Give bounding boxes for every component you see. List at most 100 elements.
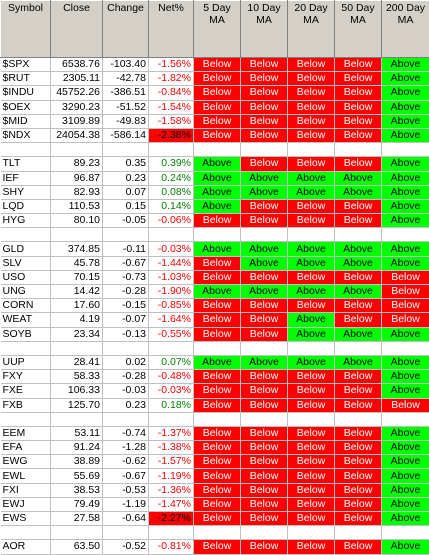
cell-symbol: USO (1, 270, 51, 284)
spacer-cell (382, 341, 429, 355)
cell-ma-200: Above (382, 100, 429, 114)
cell-ma-200: Above (382, 72, 429, 86)
cell-ma-50: Below (335, 483, 382, 497)
cell-ma-10: Below (241, 86, 288, 100)
spacer-cell (288, 412, 335, 426)
cell-ma-5: Below (194, 270, 241, 284)
spacer-cell (335, 143, 382, 157)
cell-ma-50: Below (335, 313, 382, 327)
spacer-cell (194, 341, 241, 355)
cell-ma-200: Above (382, 497, 429, 511)
cell-ma-200: Below (382, 313, 429, 327)
cell-ma-20: Below (288, 370, 335, 384)
cell-change: -0.05 (103, 214, 149, 228)
header-close[interactable]: Close (51, 1, 103, 58)
cell-close: 45752.26 (51, 86, 103, 100)
cell-ma-50: Above (335, 355, 382, 369)
cell-symbol: $NDX (1, 128, 51, 142)
cell-ma-20: Above (288, 185, 335, 199)
cell-ma-10: Below (241, 497, 288, 511)
cell-ma-50: Below (335, 455, 382, 469)
cell-ma-20: Above (288, 171, 335, 185)
cell-net-pct: 0.24% (149, 171, 194, 185)
cell-ma-50: Below (335, 469, 382, 483)
spacer-cell (149, 526, 194, 540)
cell-net-pct: 0.07% (149, 355, 194, 369)
spacer-cell (103, 526, 149, 540)
spacer-cell (194, 143, 241, 157)
cell-ma-10: Below (241, 426, 288, 440)
cell-symbol: $RUT (1, 72, 51, 86)
header-net-pct[interactable]: Net% (149, 1, 194, 58)
spacer-cell (194, 228, 241, 242)
cell-ma-5: Below (194, 128, 241, 142)
cell-change: -0.13 (103, 327, 149, 341)
cell-symbol: FXB (1, 398, 51, 412)
header-symbol[interactable]: Symbol (1, 1, 51, 58)
cell-ma-20: Below (288, 270, 335, 284)
cell-net-pct: -0.03% (149, 384, 194, 398)
spacer-cell (194, 526, 241, 540)
cell-ma-200: Above (382, 86, 429, 100)
spacer-cell (149, 228, 194, 242)
cell-ma-5: Above (194, 242, 241, 256)
cell-change: 0.23 (103, 171, 149, 185)
cell-ma-200: Above (382, 128, 429, 142)
cell-symbol: $INDU (1, 86, 51, 100)
cell-change: -1.19 (103, 497, 149, 511)
cell-net-pct: -1.03% (149, 270, 194, 284)
cell-ma-10: Below (241, 455, 288, 469)
cell-net-pct: -1.82% (149, 72, 194, 86)
header-change[interactable]: Change (103, 1, 149, 58)
cell-ma-50: Below (335, 128, 382, 142)
cell-ma-5: Below (194, 214, 241, 228)
cell-ma-200: Below (382, 285, 429, 299)
spacer-cell (335, 228, 382, 242)
cell-ma-200: Above (382, 214, 429, 228)
spacer-cell (149, 412, 194, 426)
cell-net-pct: -1.56% (149, 58, 194, 72)
cell-net-pct: 0.08% (149, 185, 194, 199)
cell-net-pct: -1.64% (149, 313, 194, 327)
cell-net-pct: 0.18% (149, 398, 194, 412)
cell-close: 374.85 (51, 242, 103, 256)
cell-close: 2305.11 (51, 72, 103, 86)
cell-symbol: FXE (1, 384, 51, 398)
cell-ma-20: Above (288, 242, 335, 256)
